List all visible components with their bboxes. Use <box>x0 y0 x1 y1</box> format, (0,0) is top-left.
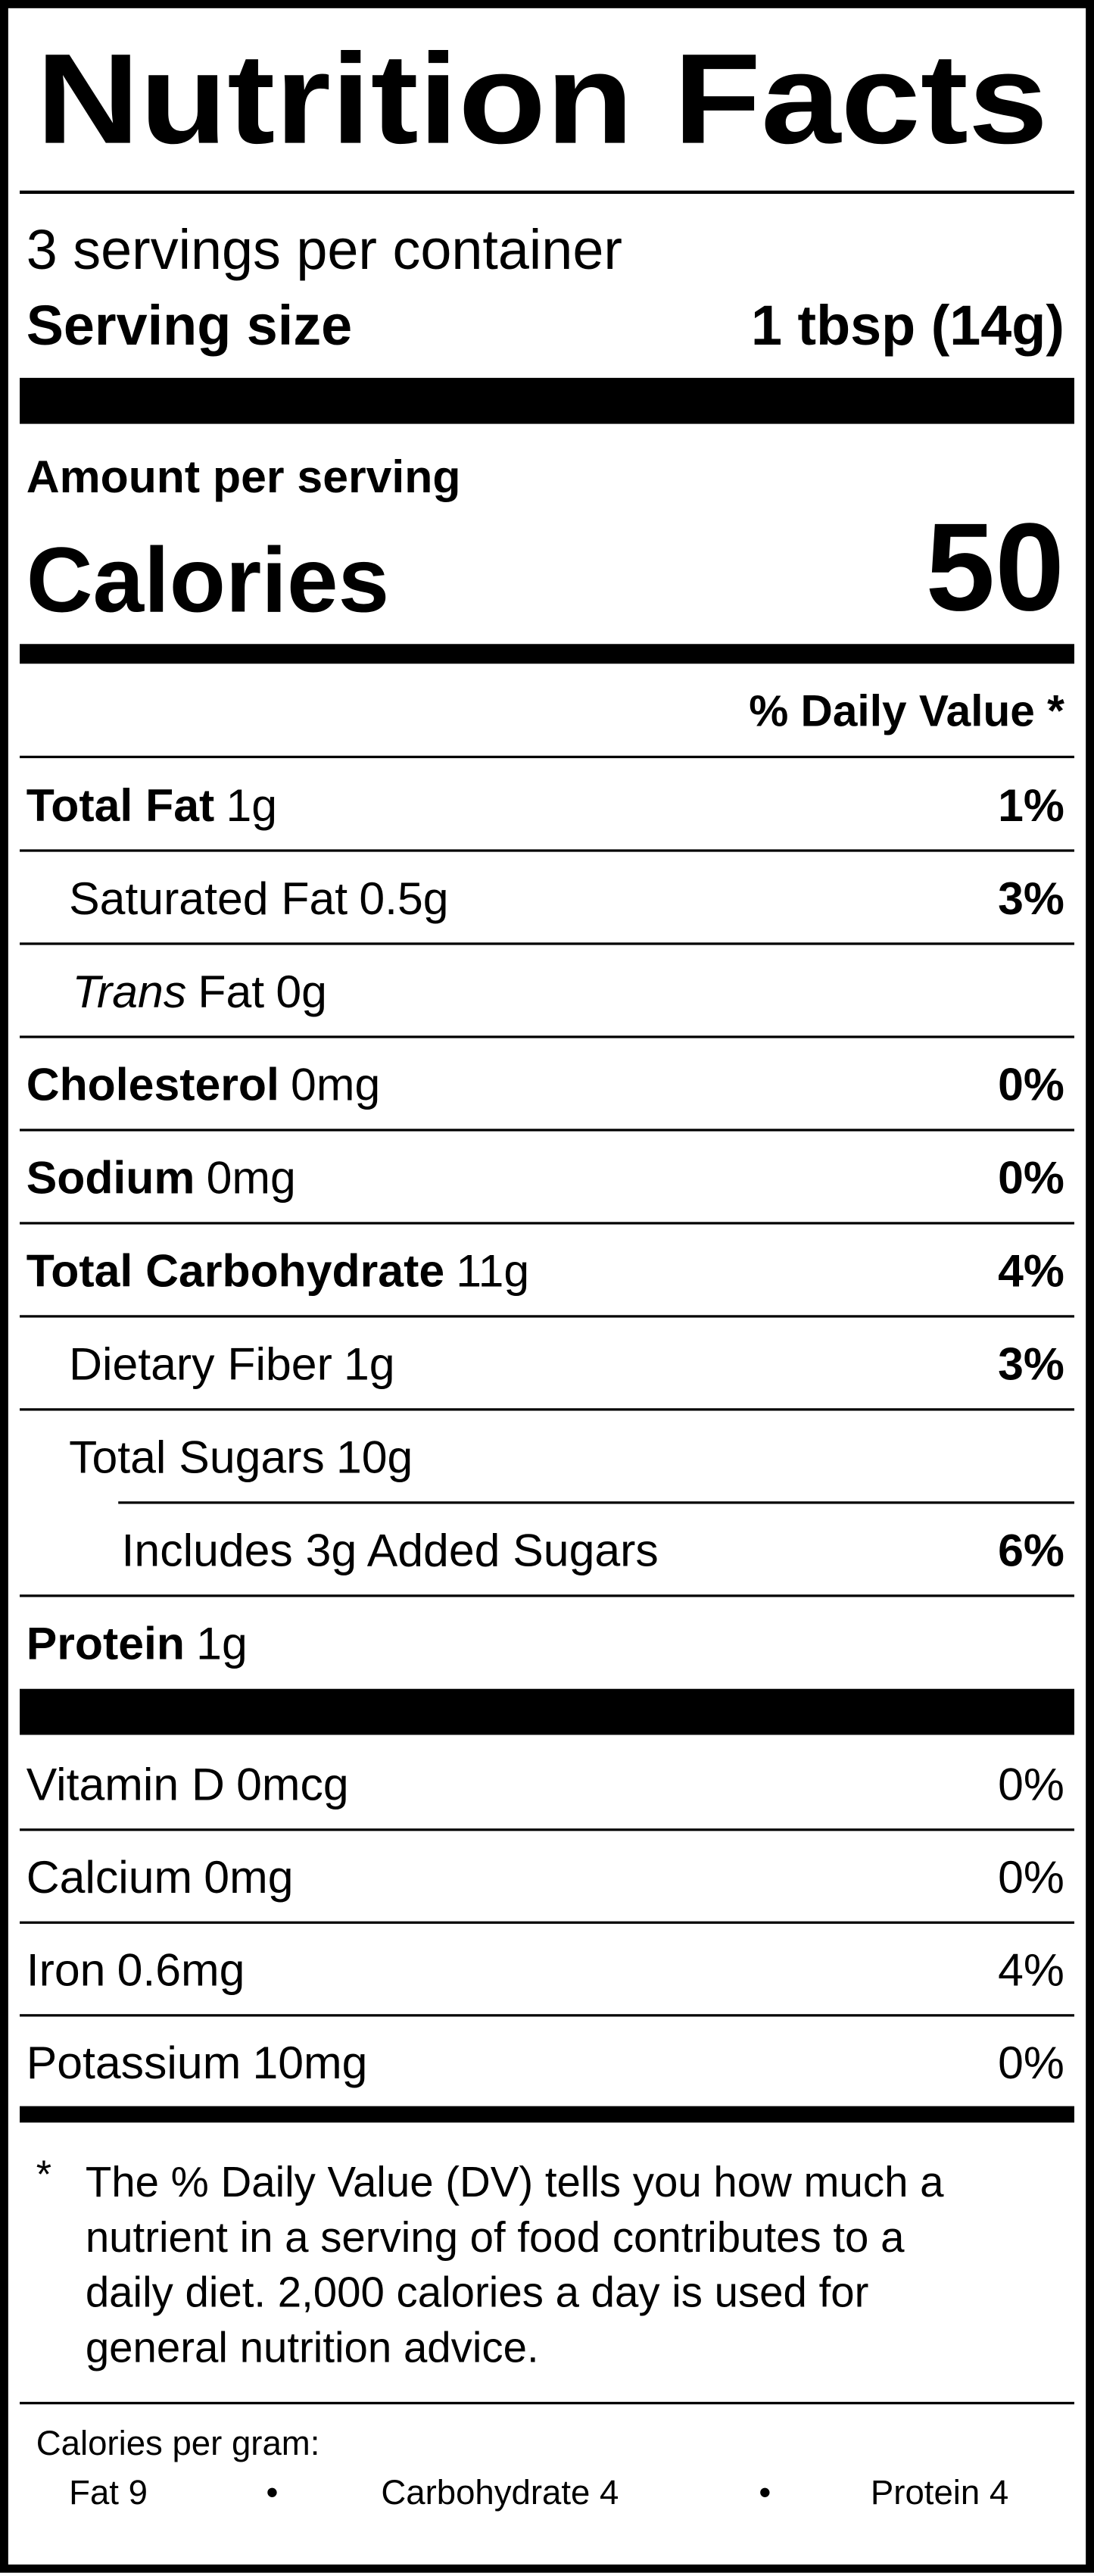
daily-value: 0% <box>998 1851 1064 1903</box>
divider <box>20 1594 1074 1597</box>
nutrient-row: Saturated Fat 0.5g <box>69 873 448 924</box>
daily-value: 0% <box>998 2037 1064 2088</box>
daily-value: 1% <box>998 779 1064 831</box>
nutrient-amount: 11g <box>456 1245 529 1297</box>
nutrient-name: Dietary Fiber <box>69 1338 332 1390</box>
amount-per-serving: Amount per serving <box>26 451 461 502</box>
divider <box>20 849 1074 852</box>
medium-bar <box>20 2106 1074 2123</box>
nutrient-name: Total Fat <box>26 779 215 831</box>
nutrient-amount: 0g <box>276 966 327 1017</box>
nutrient-name: Protein <box>26 1618 185 1669</box>
divider <box>20 1315 1074 1318</box>
vitamin-amount: 0mg <box>204 1851 293 1903</box>
calories-per-gram-item: Fat 9 <box>69 2473 148 2512</box>
footnote-line: general nutrition advice. <box>86 2324 539 2371</box>
divider <box>20 942 1074 945</box>
vitamin-row: Iron 0.6mg <box>26 1944 245 1996</box>
nutrient-row: Total Carbohydrate 11g <box>26 1245 529 1297</box>
divider <box>118 1501 1074 1504</box>
nutrient-row: Cholesterol 0mg <box>26 1059 381 1110</box>
nutrient-row: Total Sugars 10g <box>69 1432 413 1483</box>
nutrient-row: Protein 1g <box>26 1618 248 1669</box>
nutrient-amount: 0mg <box>291 1059 380 1110</box>
vitamin-name: Iron <box>26 1944 106 1996</box>
vitamin-row: Vitamin D 0mcg <box>26 1759 349 1810</box>
nutrient-name: Includes 3g Added Sugars <box>122 1525 659 1576</box>
title: Nutrition Facts <box>36 27 1049 170</box>
vitamin-name: Calcium <box>26 1851 192 1903</box>
vitamin-name: Potassium <box>26 2037 242 2088</box>
footnote-marker: * <box>36 2153 51 2197</box>
divider <box>20 1408 1074 1411</box>
daily-value: 3% <box>998 873 1064 924</box>
calories-per-gram-item: Protein 4 <box>871 2473 1008 2512</box>
medium-bar <box>20 644 1074 664</box>
divider <box>20 2402 1074 2405</box>
serving-size-label: Serving size <box>26 294 352 357</box>
divider <box>20 1129 1074 1132</box>
daily-value: 0% <box>998 1059 1064 1110</box>
nutrient-amount: 10g <box>336 1432 413 1483</box>
nutrient-name-italic: Trans <box>72 966 186 1017</box>
nutrient-name: Total Sugars <box>69 1432 325 1483</box>
daily-value: 3% <box>998 1338 1064 1390</box>
vitamin-amount: 0mcg <box>236 1759 349 1810</box>
daily-value: 0% <box>998 1759 1064 1810</box>
divider <box>20 1035 1074 1038</box>
servings: 3 servings per container <box>26 218 622 281</box>
nutrient-amount: 1g <box>226 779 277 831</box>
calories-per-gram-item: Carbohydrate 4 <box>381 2473 619 2512</box>
nutrient-row: Sodium 0mg <box>26 1152 296 1204</box>
daily-value-header: % Daily Value * <box>749 687 1064 736</box>
thick-bar <box>20 1688 1074 1735</box>
nutrient-name: Fat <box>198 966 264 1017</box>
separator: • <box>266 2473 278 2512</box>
nutrient-name: Saturated Fat <box>69 873 348 924</box>
divider <box>20 1828 1074 1831</box>
separator: • <box>759 2473 771 2512</box>
daily-value: 6% <box>998 1525 1064 1576</box>
nutrient-amount: 1g <box>344 1338 395 1390</box>
divider <box>20 190 1074 194</box>
footnote-line: The % Daily Value (DV) tells you how muc… <box>86 2158 944 2206</box>
vitamin-row: Calcium 0mg <box>26 1851 294 1903</box>
divider <box>20 755 1074 758</box>
nutrient-amount: 0mg <box>207 1152 296 1204</box>
divider <box>20 1222 1074 1225</box>
daily-value: 0% <box>998 1152 1064 1204</box>
nutrient-name: Cholesterol <box>26 1059 279 1110</box>
nutrient-row: Includes 3g Added Sugars <box>122 1525 659 1576</box>
nutrient-name: Sodium <box>26 1152 195 1204</box>
daily-value: 4% <box>998 1944 1064 1996</box>
vitamin-name: Vitamin D <box>26 1759 225 1810</box>
nutrient-row: Total Fat 1g <box>26 779 277 831</box>
vitamin-amount: 10mg <box>252 2037 367 2088</box>
thick-bar <box>20 377 1074 424</box>
daily-value: 4% <box>998 1245 1064 1297</box>
footnote-line: nutrient in a serving of food contribute… <box>86 2213 905 2261</box>
nutrient-row: Trans Fat 0g <box>72 966 327 1017</box>
vitamin-row: Potassium 10mg <box>26 2037 368 2088</box>
vitamin-amount: 0.6mg <box>117 1944 245 1996</box>
calories-label: Calories <box>26 529 389 632</box>
nutrient-name: Total Carbohydrate <box>26 1245 444 1297</box>
serving-size-value: 1 tbsp (14g) <box>751 294 1064 357</box>
calories-value: 50 <box>926 497 1064 636</box>
nutrient-amount: 1g <box>196 1618 248 1669</box>
nutrient-amount: 0.5g <box>359 873 448 924</box>
footnote-line: daily diet. 2,000 calories a day is used… <box>86 2268 869 2316</box>
divider <box>20 2014 1074 2017</box>
nutrient-row: Dietary Fiber 1g <box>69 1338 394 1390</box>
calories-per-gram-label: Calories per gram: <box>36 2424 320 2462</box>
divider <box>20 1921 1074 1924</box>
